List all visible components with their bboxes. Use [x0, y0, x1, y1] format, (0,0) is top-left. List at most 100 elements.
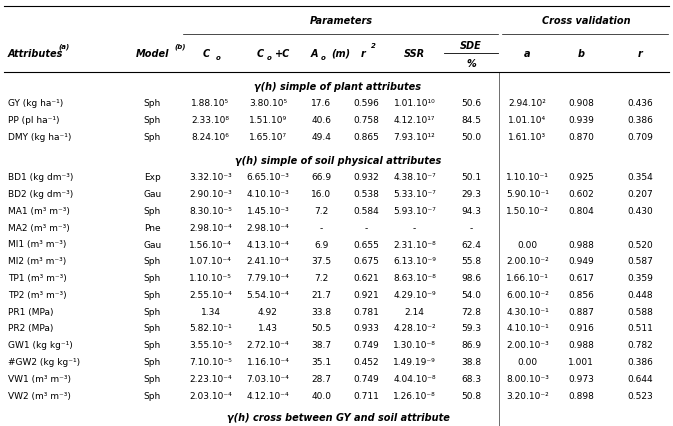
Text: Sph: Sph [144, 391, 161, 400]
Text: 1.34: 1.34 [201, 307, 221, 316]
Text: 0.386: 0.386 [627, 116, 653, 125]
Text: 8.24.10⁶: 8.24.10⁶ [192, 132, 229, 142]
Text: 4.12.10⁻⁴: 4.12.10⁻⁴ [247, 391, 289, 400]
Text: 55.8: 55.8 [461, 257, 481, 266]
Text: PR1 (MPa): PR1 (MPa) [8, 307, 53, 316]
Text: 5.54.10⁻⁴: 5.54.10⁻⁴ [246, 290, 289, 299]
Text: MI2 (m³ m⁻³): MI2 (m³ m⁻³) [8, 257, 66, 266]
Text: 50.5: 50.5 [312, 324, 332, 333]
Text: MA2 (m³ m⁻³): MA2 (m³ m⁻³) [8, 223, 70, 232]
Text: 4.12.10¹⁷: 4.12.10¹⁷ [394, 116, 435, 125]
Text: 0.584: 0.584 [353, 207, 379, 216]
Text: 3.55.10⁻⁵: 3.55.10⁻⁵ [189, 340, 232, 349]
Text: Sph: Sph [144, 357, 161, 366]
Text: 16.0: 16.0 [312, 190, 332, 199]
Text: BD1 (kg dm⁻³): BD1 (kg dm⁻³) [8, 173, 73, 182]
Text: A: A [311, 49, 318, 59]
Text: MA1 (m³ m⁻³): MA1 (m³ m⁻³) [8, 207, 70, 216]
Text: r: r [361, 49, 365, 59]
Text: 0.749: 0.749 [353, 374, 379, 383]
Text: PR2 (MPa): PR2 (MPa) [8, 324, 53, 333]
Text: (b): (b) [174, 43, 186, 50]
Text: 1.16.10⁻⁴: 1.16.10⁻⁴ [246, 357, 289, 366]
Text: 72.8: 72.8 [461, 307, 481, 316]
Text: DMY (kg ha⁻¹): DMY (kg ha⁻¹) [8, 132, 71, 142]
Text: 0.921: 0.921 [353, 290, 379, 299]
Text: 0.804: 0.804 [568, 207, 594, 216]
Text: 98.6: 98.6 [461, 273, 481, 282]
Text: Attributes: Attributes [8, 49, 63, 59]
Text: 0.749: 0.749 [353, 340, 379, 349]
Text: Cross validation: Cross validation [542, 16, 631, 26]
Text: Sph: Sph [144, 116, 161, 125]
Text: 0.949: 0.949 [568, 257, 594, 266]
Text: 4.28.10⁻²: 4.28.10⁻² [393, 324, 436, 333]
Text: MI1 (m³ m⁻³): MI1 (m³ m⁻³) [8, 240, 67, 249]
Text: 1.49.19⁻⁹: 1.49.19⁻⁹ [393, 357, 436, 366]
Text: o: o [215, 55, 220, 61]
Text: 0.511: 0.511 [627, 324, 653, 333]
Text: Exp: Exp [144, 173, 161, 182]
Text: C: C [256, 49, 264, 59]
Text: 4.92: 4.92 [258, 307, 278, 316]
Text: 0.00: 0.00 [518, 357, 538, 366]
Text: r: r [637, 49, 642, 59]
Text: %: % [466, 59, 476, 69]
Text: 4.10.10⁻³: 4.10.10⁻³ [246, 190, 289, 199]
Text: TP2 (m³ m⁻³): TP2 (m³ m⁻³) [8, 290, 67, 299]
Text: 0.988: 0.988 [568, 240, 594, 249]
Text: 0.782: 0.782 [627, 340, 653, 349]
Text: Sph: Sph [144, 273, 161, 282]
Text: 38.8: 38.8 [461, 357, 481, 366]
Text: 0.436: 0.436 [627, 99, 653, 108]
Text: 7.93.10¹²: 7.93.10¹² [394, 132, 435, 142]
Text: Sph: Sph [144, 374, 161, 383]
Text: γ(h) simple of soil physical attributes: γ(h) simple of soil physical attributes [235, 155, 441, 165]
Text: 0.925: 0.925 [568, 173, 594, 182]
Text: (m): (m) [332, 49, 351, 59]
Text: 0.430: 0.430 [627, 207, 653, 216]
Text: 0.588: 0.588 [627, 307, 653, 316]
Text: 2.00.10⁻²: 2.00.10⁻² [506, 257, 549, 266]
Text: 59.3: 59.3 [461, 324, 481, 333]
Text: 1.01.10¹⁰: 1.01.10¹⁰ [394, 99, 435, 108]
Text: 4.13.10⁻⁴: 4.13.10⁻⁴ [246, 240, 289, 249]
Text: 40.0: 40.0 [312, 391, 332, 400]
Text: 1.001: 1.001 [568, 357, 594, 366]
Text: 8.30.10⁻⁵: 8.30.10⁻⁵ [189, 207, 232, 216]
Text: 0.520: 0.520 [627, 240, 653, 249]
Text: 1.51.10⁹: 1.51.10⁹ [249, 116, 287, 125]
Text: Sph: Sph [144, 132, 161, 142]
Text: 0.709: 0.709 [627, 132, 653, 142]
Text: 2.31.10⁻⁸: 2.31.10⁻⁸ [393, 240, 436, 249]
Text: 2.90.10⁻³: 2.90.10⁻³ [189, 190, 232, 199]
Text: 94.3: 94.3 [461, 207, 481, 216]
Text: 62.4: 62.4 [461, 240, 481, 249]
Text: 5.90.10⁻¹: 5.90.10⁻¹ [506, 190, 549, 199]
Text: 1.10.10⁻¹: 1.10.10⁻¹ [506, 173, 549, 182]
Text: 54.0: 54.0 [461, 290, 481, 299]
Text: 0.781: 0.781 [353, 307, 379, 316]
Text: 7.79.10⁻⁴: 7.79.10⁻⁴ [246, 273, 289, 282]
Text: 7.10.10⁻⁵: 7.10.10⁻⁵ [189, 357, 232, 366]
Text: TP1 (m³ m⁻³): TP1 (m³ m⁻³) [8, 273, 67, 282]
Text: Sph: Sph [144, 324, 161, 333]
Text: 1.26.10⁻⁸: 1.26.10⁻⁸ [393, 391, 436, 400]
Text: 4.30.10⁻¹: 4.30.10⁻¹ [506, 307, 549, 316]
Text: 37.5: 37.5 [312, 257, 332, 266]
Text: GY (kg ha⁻¹): GY (kg ha⁻¹) [8, 99, 63, 108]
Text: 7.03.10⁻⁴: 7.03.10⁻⁴ [246, 374, 289, 383]
Text: 4.04.10⁻⁸: 4.04.10⁻⁸ [393, 374, 436, 383]
Text: 1.01.10⁴: 1.01.10⁴ [508, 116, 546, 125]
Text: (a): (a) [58, 43, 69, 50]
Text: BD2 (kg dm⁻³): BD2 (kg dm⁻³) [8, 190, 73, 199]
Text: 2.94.10²: 2.94.10² [509, 99, 546, 108]
Text: 17.6: 17.6 [312, 99, 332, 108]
Text: 2.41.10⁻⁴: 2.41.10⁻⁴ [247, 257, 289, 266]
Text: VW2 (m³ m⁻³): VW2 (m³ m⁻³) [8, 391, 71, 400]
Text: 3.20.10⁻²: 3.20.10⁻² [506, 391, 549, 400]
Text: 28.7: 28.7 [312, 374, 332, 383]
Text: 33.8: 33.8 [312, 307, 332, 316]
Text: PP (pl ha⁻¹): PP (pl ha⁻¹) [8, 116, 59, 125]
Text: 0.908: 0.908 [568, 99, 594, 108]
